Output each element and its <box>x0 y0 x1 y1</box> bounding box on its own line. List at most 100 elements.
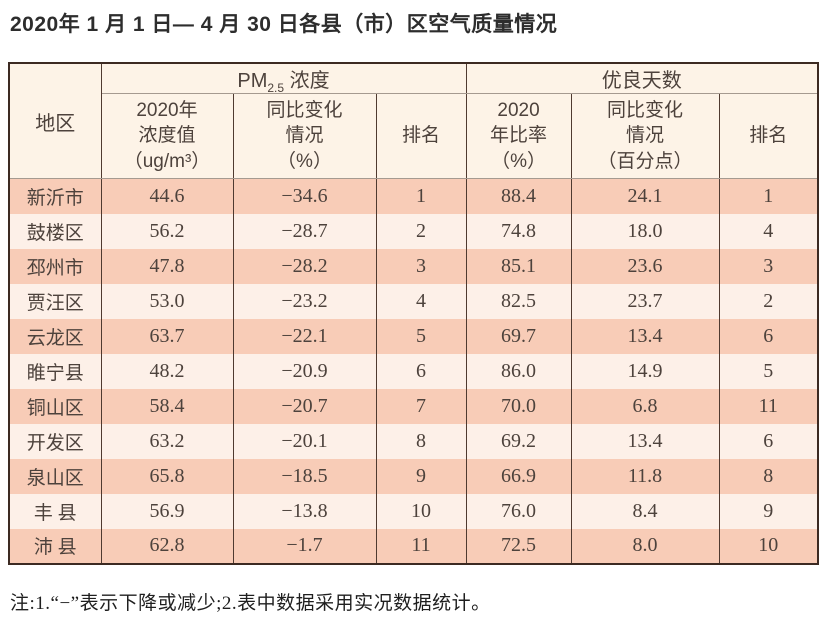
pm-rank-cell: 4 <box>375 283 467 319</box>
pm-change-cell: −20.7 <box>232 388 377 424</box>
ratio-change-cell: 11.8 <box>570 458 720 494</box>
header-columns-row: 2020年 浓度值 （ug/m³） 同比变化 情况 （%） 排名 2020 年比… <box>9 93 819 179</box>
pm-label: PM <box>237 70 268 92</box>
pm-change-cell: −20.1 <box>232 423 377 459</box>
pm-change-cell: −28.7 <box>232 213 377 249</box>
header-pm-group: PM2.5 浓度 <box>100 63 467 95</box>
table-row: 泉山区 65.8 −18.5 9 66.9 11.8 8 <box>8 458 819 494</box>
header-ratio: 2020 年比率 （%） <box>465 93 572 179</box>
pm-rank-cell: 1 <box>375 178 467 214</box>
pm-rank-cell: 9 <box>375 458 467 494</box>
table-row: 沛 县 62.8 −1.7 11 72.5 8.0 10 <box>8 528 819 564</box>
rank-cell: 10 <box>718 528 819 564</box>
ratio-cell: 88.4 <box>465 178 572 214</box>
rank-cell: 9 <box>718 493 819 529</box>
ratio-cell: 76.0 <box>465 493 572 529</box>
header-good-days-group: 优良天数 <box>465 63 819 94</box>
pm-value-cell: 53.0 <box>100 283 234 319</box>
pm-change-cell: −1.7 <box>232 528 377 564</box>
ratio-cell: 86.0 <box>465 353 572 389</box>
ratio-cell: 66.9 <box>465 458 572 494</box>
header-group-row: 地区 PM2.5 浓度 优良天数 <box>8 63 819 179</box>
region-cell: 丰 县 <box>8 493 102 529</box>
pm-rank-cell: 11 <box>375 528 467 564</box>
pm-change-cell: −28.2 <box>232 248 377 284</box>
ratio-change-cell: 6.8 <box>570 388 720 424</box>
pm-change-cell: −20.9 <box>232 353 377 389</box>
region-cell: 睢宁县 <box>8 353 102 389</box>
ratio-change-cell: 23.7 <box>570 283 720 319</box>
ratio-change-cell: 23.6 <box>570 248 720 284</box>
pm-change-cell: −34.6 <box>232 178 377 214</box>
ratio-change-cell: 8.0 <box>570 528 720 564</box>
rank-cell: 2 <box>718 283 819 319</box>
pm-rank-cell: 7 <box>375 388 467 424</box>
region-cell: 开发区 <box>8 423 102 459</box>
rank-cell: 8 <box>718 458 819 494</box>
table-row: 丰 县 56.9 −13.8 10 76.0 8.4 9 <box>8 493 819 529</box>
ratio-change-cell: 13.4 <box>570 318 720 354</box>
pm-rank-cell: 5 <box>375 318 467 354</box>
rank-cell: 4 <box>718 213 819 249</box>
ratio-cell: 70.0 <box>465 388 572 424</box>
table-row: 睢宁县 48.2 −20.9 6 86.0 14.9 5 <box>8 353 819 389</box>
pm-change-cell: −13.8 <box>232 493 377 529</box>
rank-cell: 6 <box>718 318 819 354</box>
header-rank: 排名 <box>718 93 819 179</box>
region-cell: 沛 县 <box>8 528 102 564</box>
pm-rank-cell: 2 <box>375 213 467 249</box>
pm-value-cell: 65.8 <box>100 458 234 494</box>
pm-rank-cell: 8 <box>375 423 467 459</box>
ratio-change-cell: 24.1 <box>570 178 720 214</box>
pm-rank-cell: 3 <box>375 248 467 284</box>
pm-subscript: 2.5 <box>267 81 285 95</box>
rank-cell: 3 <box>718 248 819 284</box>
ratio-change-cell: 18.0 <box>570 213 720 249</box>
header-pm-value: 2020年 浓度值 （ug/m³） <box>100 93 234 179</box>
page-title: 2020年 1 月 1 日— 4 月 30 日各县（市）区空气质量情况 <box>10 13 558 36</box>
pm-value-cell: 47.8 <box>100 248 234 284</box>
pm-value-cell: 56.2 <box>100 213 234 249</box>
rank-cell: 6 <box>718 423 819 459</box>
pm-value-cell: 63.7 <box>100 318 234 354</box>
pm-label-rest: 浓度 <box>284 70 330 92</box>
header-pm-change: 同比变化 情况 （%） <box>232 93 377 179</box>
region-cell: 鼓楼区 <box>8 213 102 249</box>
ratio-change-cell: 13.4 <box>570 423 720 459</box>
rank-cell: 5 <box>718 353 819 389</box>
ratio-cell: 74.8 <box>465 213 572 249</box>
header-pm-rank: 排名 <box>375 93 467 179</box>
region-cell: 邳州市 <box>8 248 102 284</box>
pm-value-cell: 63.2 <box>100 423 234 459</box>
pm-value-cell: 44.6 <box>100 178 234 214</box>
ratio-cell: 69.7 <box>465 318 572 354</box>
region-cell: 铜山区 <box>8 388 102 424</box>
ratio-cell: 82.5 <box>465 283 572 319</box>
footnote: 注:1.“−”表示下降或减少;2.表中数据采用实况数据统计。 <box>10 593 491 614</box>
region-cell: 贾汪区 <box>8 283 102 319</box>
rank-cell: 11 <box>718 388 819 424</box>
ratio-cell: 85.1 <box>465 248 572 284</box>
rank-cell: 1 <box>718 178 819 214</box>
pm-rank-cell: 6 <box>375 353 467 389</box>
ratio-cell: 72.5 <box>465 528 572 564</box>
ratio-change-cell: 14.9 <box>570 353 720 389</box>
table-row: 云龙区 63.7 −22.1 5 69.7 13.4 6 <box>8 318 819 354</box>
air-quality-table: 地区 PM2.5 浓度 优良天数 2020年 浓度值 （ug/m³） 同比变化 … <box>8 62 820 565</box>
table-row: 铜山区 58.4 −20.7 7 70.0 6.8 11 <box>8 388 819 424</box>
table-row: 开发区 63.2 −20.1 8 69.2 13.4 6 <box>8 423 819 459</box>
pm-rank-cell: 10 <box>375 493 467 529</box>
table-row: 邳州市 47.8 −28.2 3 85.1 23.6 3 <box>8 248 819 284</box>
ratio-change-cell: 8.4 <box>570 493 720 529</box>
region-cell: 泉山区 <box>8 458 102 494</box>
ratio-cell: 69.2 <box>465 423 572 459</box>
pm-value-cell: 62.8 <box>100 528 234 564</box>
pm-value-cell: 56.9 <box>100 493 234 529</box>
pm-change-cell: −18.5 <box>232 458 377 494</box>
pm-change-cell: −23.2 <box>232 283 377 319</box>
pm-value-cell: 48.2 <box>100 353 234 389</box>
header-ratio-change: 同比变化 情况 （百分点） <box>570 93 720 179</box>
table-row: 鼓楼区 56.2 −28.7 2 74.8 18.0 4 <box>8 213 819 249</box>
table-row: 新沂市 44.6 −34.6 1 88.4 24.1 1 <box>8 178 819 214</box>
